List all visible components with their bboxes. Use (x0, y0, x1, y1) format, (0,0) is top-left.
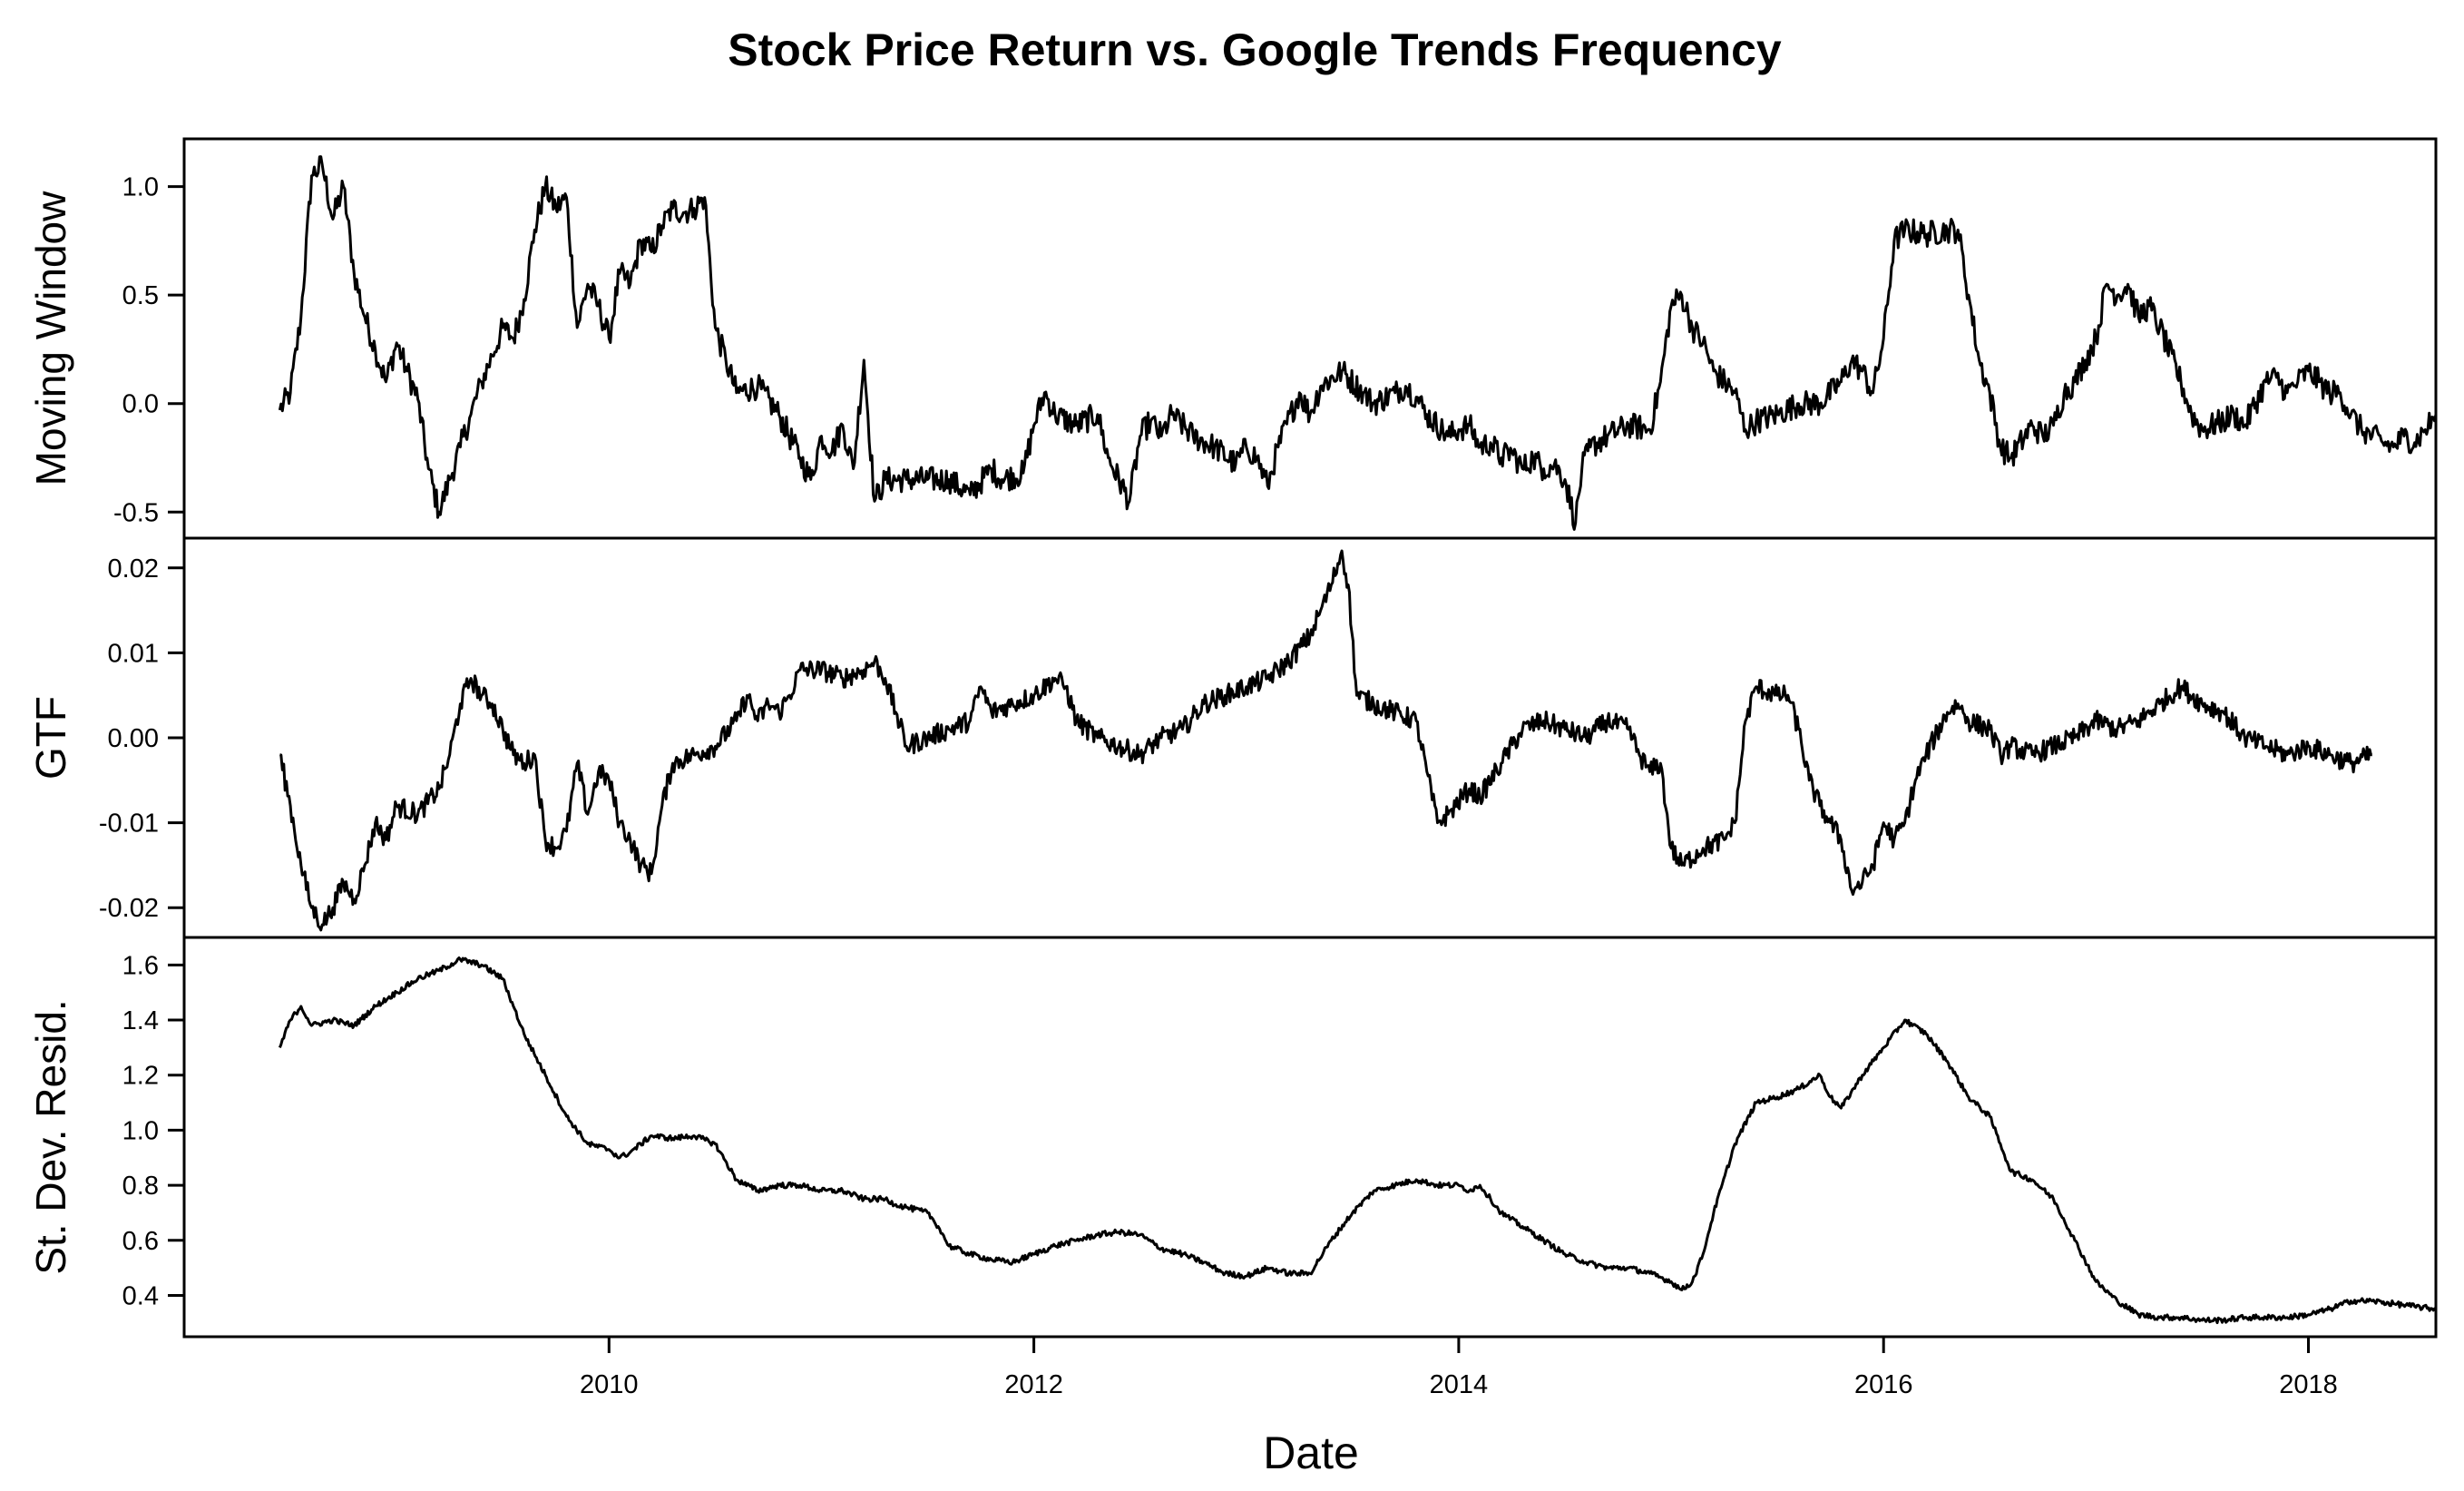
x-tick-label: 2018 (2279, 1370, 2338, 1399)
y-tick-label: 0.0 (122, 390, 159, 419)
y-tick-label: 0.01 (108, 639, 159, 668)
y-tick-label: 1.6 (122, 951, 159, 980)
y-tick-label: -0.02 (99, 894, 159, 923)
x-tick-label: 2010 (580, 1370, 639, 1399)
chart-title: Stock Price Return vs. Google Trends Fre… (728, 25, 1782, 75)
x-tick-label: 2014 (1430, 1370, 1489, 1399)
y-tick-label: 0.5 (122, 281, 159, 310)
series-line-gtf (279, 549, 2372, 932)
x-axis: 2010 2012 2014 2016 2018 (580, 1337, 2338, 1399)
y-tick-label: -0.01 (99, 809, 159, 839)
panel-moving-window: -0.5 0.0 0.5 1.0 Moving Window (27, 137, 2438, 540)
y-tick-label: -0.5 (113, 498, 159, 527)
y-axis-label: St. Dev. Resid. (27, 999, 74, 1274)
panel-gtf: -0.02 -0.01 0.00 0.01 0.02 GTF (27, 536, 2438, 939)
y-tick-label: 0.8 (122, 1172, 159, 1201)
x-axis-label: Date (1263, 1427, 1359, 1478)
panel-frame (182, 936, 2438, 1339)
panel-frame (182, 536, 2438, 939)
y-tick-label: 0.6 (122, 1227, 159, 1256)
plot-panels: -0.5 0.0 0.5 1.0 Moving Window -0.02 -0.01 0.00… (27, 137, 2438, 1339)
y-tick-label: 0.02 (108, 554, 159, 584)
y-axis-label: GTF (27, 696, 74, 780)
panel-st-dev-resid: 0.4 0.6 0.8 1.0 1.2 1.4 1.6 St. Dev. Resid. (27, 936, 2438, 1339)
series-line-moving-window (278, 155, 2438, 531)
x-tick-label: 2016 (1854, 1370, 1913, 1399)
x-tick-label: 2012 (1004, 1370, 1063, 1399)
y-tick-label: 1.0 (122, 1116, 159, 1145)
y-tick-label: 0.4 (122, 1281, 159, 1310)
series-line-st-dev-resid (279, 956, 2437, 1325)
y-axis-label: Moving Window (27, 191, 74, 486)
y-tick-label: 1.0 (122, 173, 159, 202)
y-tick-label: 1.2 (122, 1062, 159, 1091)
y-tick-label: 0.00 (108, 724, 159, 753)
y-tick-label: 1.4 (122, 1006, 159, 1035)
